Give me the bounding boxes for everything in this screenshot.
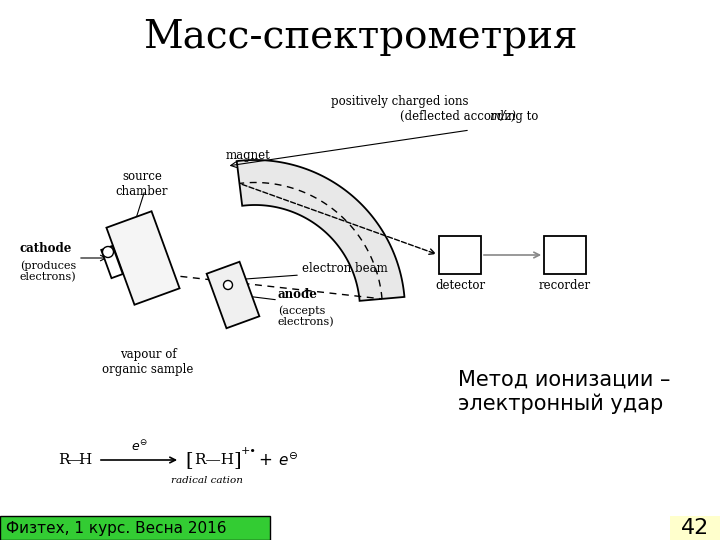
Bar xyxy=(544,236,586,274)
Text: m/z): m/z) xyxy=(400,110,516,123)
Text: detector: detector xyxy=(435,279,485,292)
Polygon shape xyxy=(102,246,123,278)
Text: Метод ионизации –
электронный удар: Метод ионизации – электронный удар xyxy=(458,370,670,414)
Text: ]: ] xyxy=(233,451,240,469)
Text: +: + xyxy=(258,451,272,469)
Text: H: H xyxy=(78,453,91,467)
Text: radical cation: radical cation xyxy=(171,476,243,485)
Text: $e^{\ominus}$: $e^{\ominus}$ xyxy=(130,438,148,454)
Text: R: R xyxy=(58,453,70,467)
Text: vapour of
organic sample: vapour of organic sample xyxy=(102,348,194,376)
Polygon shape xyxy=(207,262,259,328)
Bar xyxy=(0,516,270,540)
Text: Масс-спектрометрия: Масс-спектрометрия xyxy=(143,19,577,57)
Text: source
chamber: source chamber xyxy=(116,170,168,198)
Polygon shape xyxy=(237,160,405,301)
Text: $e^{\ominus}$: $e^{\ominus}$ xyxy=(278,451,298,469)
Text: 42: 42 xyxy=(681,518,709,538)
Text: [: [ xyxy=(185,451,193,469)
Bar xyxy=(670,516,720,540)
Text: —: — xyxy=(66,453,81,467)
Text: +•: +• xyxy=(241,446,257,456)
Text: electron beam: electron beam xyxy=(302,261,388,274)
Polygon shape xyxy=(107,211,179,305)
Text: anode: anode xyxy=(278,288,318,301)
Text: recorder: recorder xyxy=(539,279,591,292)
Text: (deflected according to: (deflected according to xyxy=(400,110,542,123)
Circle shape xyxy=(102,246,114,258)
Circle shape xyxy=(223,280,233,289)
Bar xyxy=(439,236,481,274)
Text: cathode: cathode xyxy=(20,241,73,254)
Text: positively charged ions: positively charged ions xyxy=(331,95,469,108)
Text: (accepts
electrons): (accepts electrons) xyxy=(278,305,335,328)
Text: (produces
electrons): (produces electrons) xyxy=(20,260,76,282)
Text: Физтех, 1 курс. Весна 2016: Физтех, 1 курс. Весна 2016 xyxy=(6,521,227,536)
Text: R—H: R—H xyxy=(194,453,234,467)
Text: magnet: magnet xyxy=(225,148,271,161)
